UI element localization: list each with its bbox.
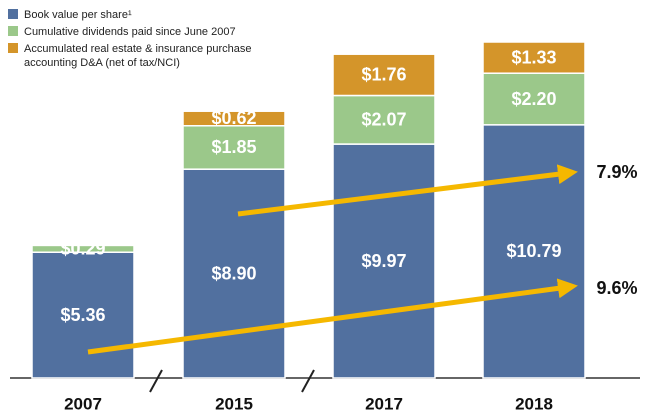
bar-segment xyxy=(182,125,286,170)
annotation: 7.9% xyxy=(596,162,637,182)
legend-item: Book value per share¹ xyxy=(8,8,259,22)
x-tick-label: 2018 xyxy=(515,394,553,413)
data-label: $0.62 xyxy=(211,108,256,128)
bar-segment xyxy=(31,251,135,379)
legend-swatch xyxy=(8,9,18,19)
bar-segment xyxy=(482,72,586,126)
bar-segment xyxy=(182,110,286,127)
bar-segment xyxy=(332,143,436,379)
data-label: $1.85 xyxy=(211,137,256,157)
x-tick-label: 2017 xyxy=(365,394,403,413)
data-label: $9.97 xyxy=(361,251,406,271)
data-label: $1.33 xyxy=(511,47,556,67)
data-label: $5.36 xyxy=(60,305,105,325)
bar-segment xyxy=(332,53,436,97)
axis-break xyxy=(301,369,315,393)
data-label: $10.79 xyxy=(506,241,561,261)
legend-swatch xyxy=(8,26,18,36)
annotation: 9.6% xyxy=(596,278,637,298)
bar-segment xyxy=(31,244,135,253)
legend-label: Accumulated real estate & insurance purc… xyxy=(24,43,252,69)
legend-swatch xyxy=(8,43,18,53)
data-label: $8.90 xyxy=(211,263,256,283)
data-label: $2.07 xyxy=(361,110,406,130)
x-tick-label: 2015 xyxy=(215,394,253,413)
bar-segment xyxy=(482,41,586,74)
bar-segment xyxy=(182,168,286,379)
x-tick-label: 2007 xyxy=(64,394,102,413)
legend-label: Book value per share¹ xyxy=(24,9,132,21)
legend-item: Cumulative dividends paid since June 200… xyxy=(8,25,259,39)
data-label: $2.20 xyxy=(511,89,556,109)
legend-label: Cumulative dividends paid since June 200… xyxy=(24,26,236,38)
legend: Book value per share¹ Cumulative dividend… xyxy=(8,8,259,73)
trend-arrow xyxy=(87,278,578,355)
data-label: $1.76 xyxy=(361,65,406,85)
data-label: $0.29 xyxy=(60,239,105,259)
trend-arrow xyxy=(237,164,578,217)
axis-break xyxy=(149,369,163,393)
legend-item: Accumulated real estate & insurance purc… xyxy=(8,42,259,70)
